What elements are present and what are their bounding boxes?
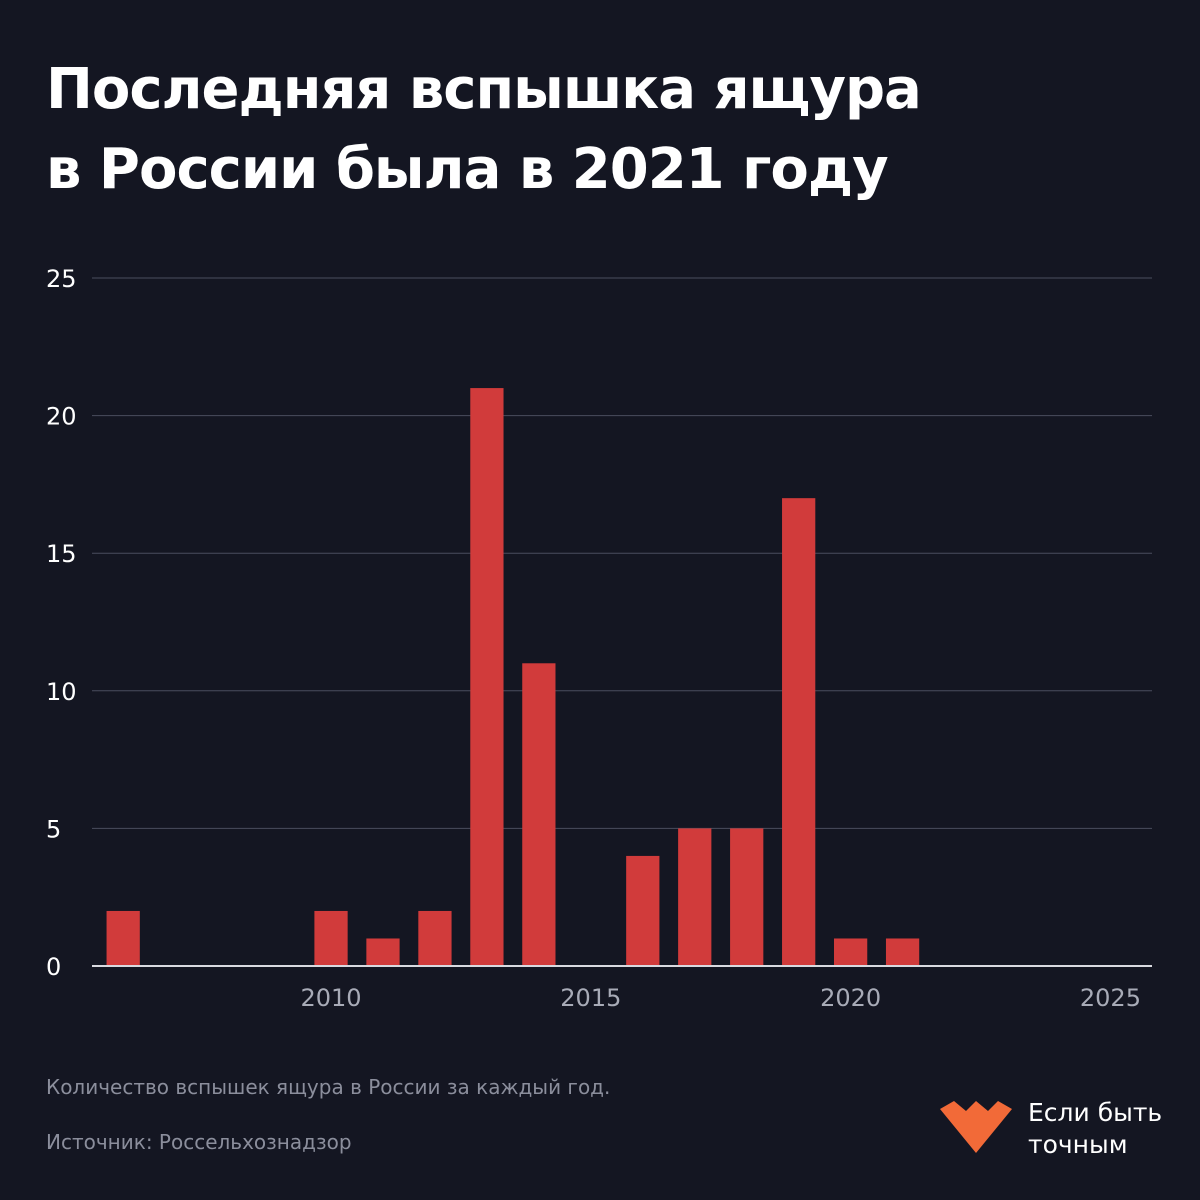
y-axis-ticks: 0 5 10 15 20 25 [46, 265, 77, 981]
bar [782, 498, 816, 966]
x-axis-ticks: 2010 2015 2020 2025 [300, 984, 1140, 1012]
y-tick-label: 0 [46, 953, 61, 981]
bar [522, 663, 556, 966]
source-note: Источник: Россельхознадзор [46, 1130, 352, 1154]
title-line-1: Последняя вспышка ящура [46, 57, 922, 122]
bars [106, 388, 920, 967]
bar [730, 828, 764, 966]
brand-logo: Если быть точным [940, 1097, 1180, 1167]
y-tick-label: 20 [46, 403, 77, 431]
y-tick-label: 15 [46, 540, 77, 568]
bar [678, 828, 712, 966]
y-tick-label: 25 [46, 265, 77, 293]
y-tick-label: 10 [46, 678, 77, 706]
y-tick-label: 5 [46, 815, 61, 843]
grid-lines [92, 277, 1152, 829]
x-tick-label: 2025 [1080, 984, 1141, 1012]
bar [885, 938, 920, 966]
chart-title: Последняя вспышка ящура в России была в … [46, 50, 1146, 210]
bar [470, 388, 504, 967]
x-tick-label: 2010 [300, 984, 361, 1012]
x-tick-label: 2015 [560, 984, 621, 1012]
x-tick-label: 2020 [820, 984, 881, 1012]
brand-name: Если быть точным [1028, 1097, 1162, 1161]
bar [314, 910, 348, 966]
bar [106, 910, 140, 966]
chart-caption: Количество вспышек ящура в России за каж… [46, 1075, 611, 1099]
bar [834, 938, 868, 966]
bar [418, 910, 452, 966]
bar [366, 938, 400, 966]
bar [626, 855, 660, 966]
title-line-2: в России была в 2021 году [46, 137, 889, 202]
brand-line-2: точным [1028, 1130, 1128, 1159]
brand-line-1: Если быть [1028, 1098, 1163, 1127]
heart-logo-icon [940, 1101, 1012, 1153]
